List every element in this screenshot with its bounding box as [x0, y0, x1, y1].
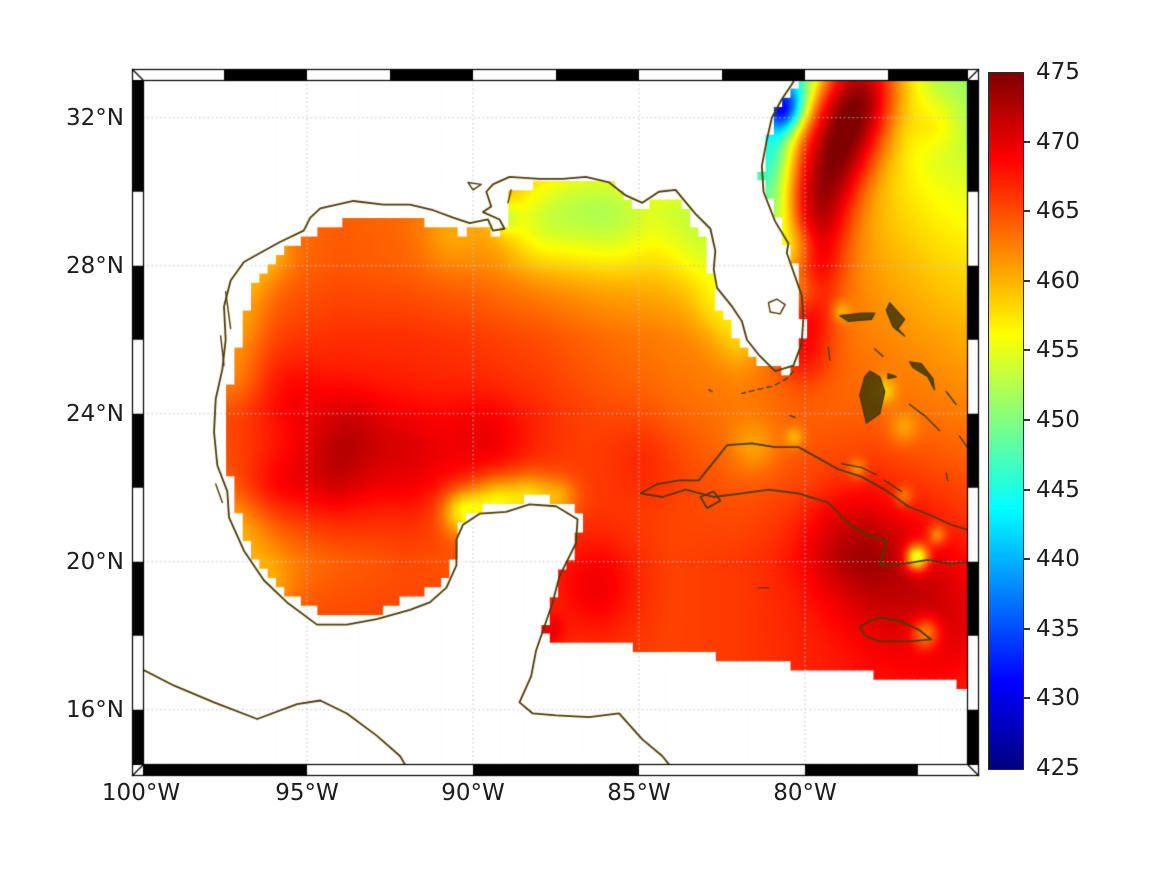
x-tick-label: 85°W: [607, 780, 671, 806]
x-tick-label: 100°W: [101, 780, 181, 806]
colorbar-tick: [1023, 697, 1030, 700]
colorbar-tick-label: 445: [1036, 476, 1080, 503]
colorbar-tick: [1023, 140, 1030, 143]
y-tick-label: 16°N: [66, 696, 124, 723]
colorbar-tick-label: 425: [1036, 755, 1080, 781]
colorbar-tick-label: 460: [1036, 267, 1080, 294]
colorbar-tick: [1023, 419, 1030, 421]
colorbar-tick-label: 465: [1036, 198, 1080, 225]
colorbar-tick: [1023, 627, 1030, 630]
colorbar-tick-label: 450: [1036, 407, 1080, 433]
colorbar-tick-label: 475: [1036, 59, 1080, 85]
x-tick-label: 95°W: [275, 780, 339, 806]
colorbar-tick-label: 470: [1036, 128, 1080, 155]
x-tick-label: 90°W: [441, 780, 505, 806]
colorbar-tick-label: 430: [1036, 685, 1080, 712]
colorbar-tick: [1023, 488, 1030, 491]
colorbar-tick: [1023, 279, 1030, 282]
colorbar: [988, 72, 1024, 770]
x-tick-label: 80°W: [773, 780, 837, 806]
colorbar-tick: [1023, 210, 1030, 213]
colorbar-tick-label: 455: [1036, 337, 1080, 364]
colorbar-tick: [1023, 558, 1030, 561]
y-tick-label: 20°N: [66, 548, 124, 575]
colorbar-tick-label: 440: [1036, 546, 1080, 573]
y-tick-label: 28°N: [66, 252, 124, 279]
colorbar-tick: [1023, 349, 1030, 352]
y-tick-label: 32°N: [66, 104, 124, 131]
colorbar-tick-label: 435: [1036, 615, 1080, 642]
y-tick-label: 24°N: [66, 400, 124, 427]
